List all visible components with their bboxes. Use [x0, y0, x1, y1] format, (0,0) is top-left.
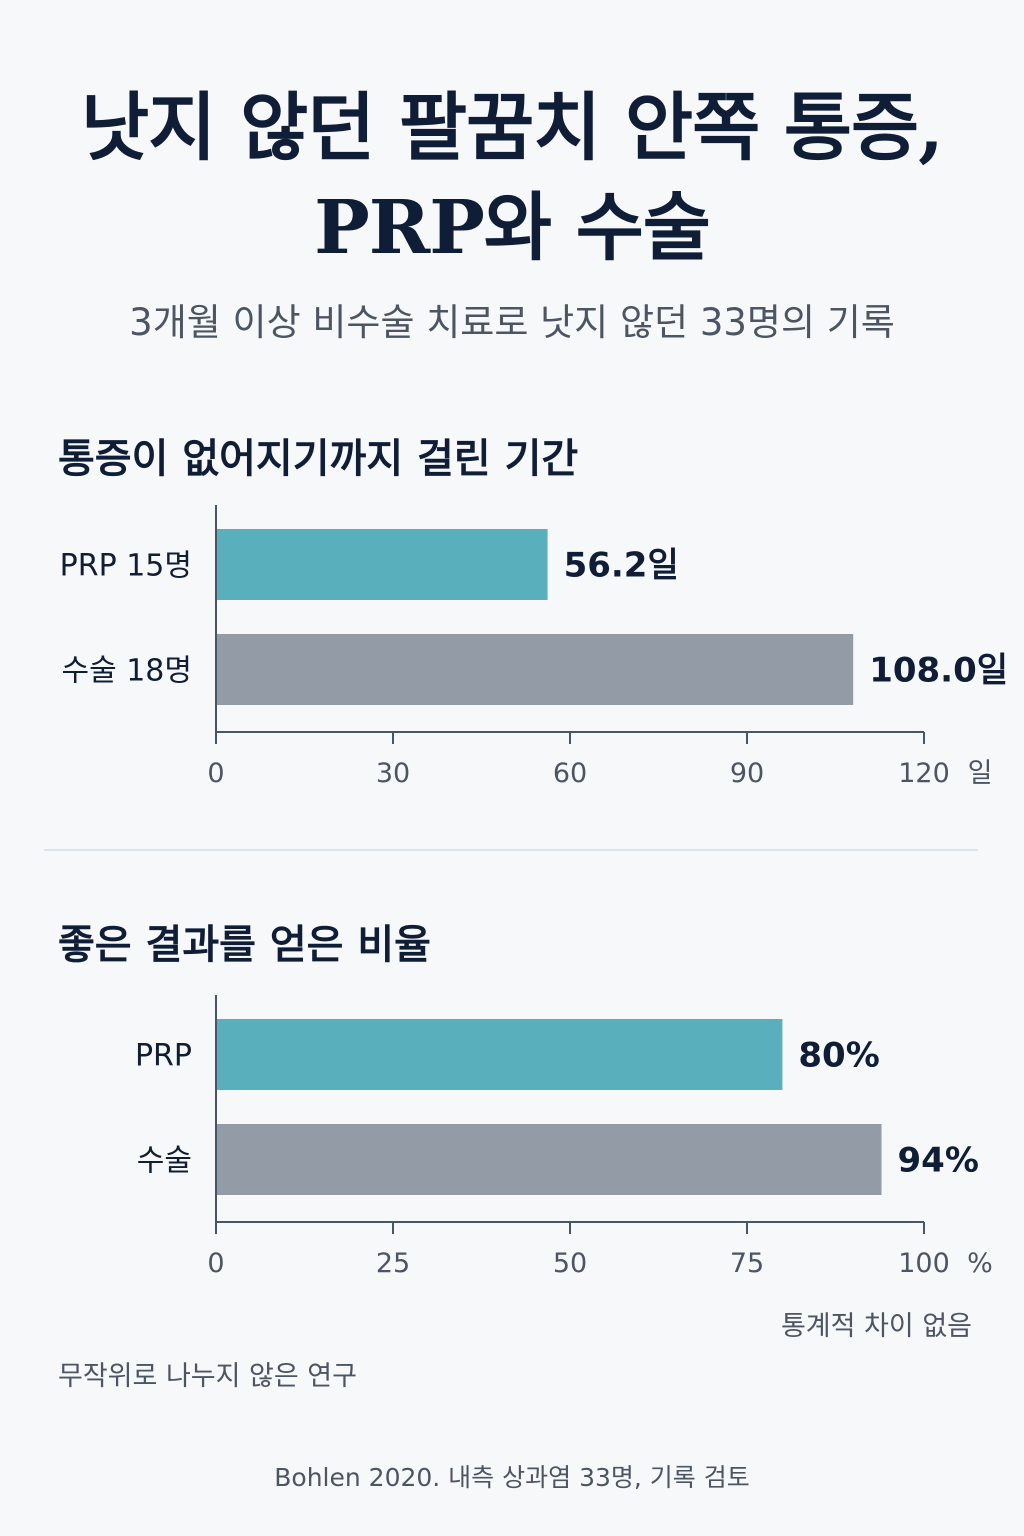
x-tick-label: 100	[898, 1248, 950, 1279]
x-tick-label: 25	[376, 1248, 410, 1279]
chart-2-title: 좋은 결과를 얻은 비율	[58, 922, 431, 968]
x-tick-label: 120	[898, 758, 950, 789]
x-tick-label: 50	[553, 1248, 587, 1279]
bar-surgery	[217, 1124, 882, 1195]
bar-prp	[217, 1019, 783, 1090]
x-axis-unit: 일	[968, 758, 993, 789]
chart-good-outcome-rate: PRP 80% 수술 94% 0 25 50 75 100%	[135, 995, 993, 1279]
chart-2-annotation: 통계적 차이 없음	[780, 1311, 972, 1342]
x-tick-label: 75	[730, 1248, 764, 1279]
page-subtitle: 3개월 이상 비수술 치료로 낫지 않던 33명의 기록	[129, 301, 895, 344]
category-label-surgery: 수술 18명	[61, 654, 192, 689]
x-tick-label: 0	[207, 758, 224, 789]
source-citation: Bohlen 2020. 내측 상과염 33명, 기록 검토	[274, 1463, 750, 1492]
x-tick-label: 0	[207, 1248, 224, 1279]
page-title: 낫지 않던 팔꿈치 안쪽 통증, PRP와 수술	[0, 78, 1024, 278]
chart-1-title: 통증이 없어지기까지 걸린 기간	[58, 436, 579, 482]
x-tick-label: 60	[553, 758, 587, 789]
data-label-prp: 80%	[798, 1036, 879, 1076]
x-tick-label: 90	[730, 758, 764, 789]
x-axis-unit: %	[967, 1248, 993, 1279]
category-label-prp: PRP 15명	[60, 549, 192, 584]
study-type-note: 무작위로 나누지 않은 연구	[58, 1361, 357, 1392]
data-label-surgery: 94%	[898, 1141, 979, 1181]
data-label-prp: 56.2일	[564, 546, 679, 586]
x-tick-label: 30	[376, 758, 410, 789]
title-line-1: 낫지 않던 팔꿈치 안쪽 통증,	[81, 85, 944, 171]
data-label-surgery: 108.0일	[869, 651, 1008, 691]
section-divider	[44, 849, 978, 851]
bar-surgery	[217, 634, 854, 705]
title-line-2: PRP와 수술	[314, 185, 711, 271]
category-label-prp: PRP	[135, 1039, 192, 1074]
bar-prp	[217, 529, 548, 600]
category-label-surgery: 수술	[137, 1144, 192, 1179]
